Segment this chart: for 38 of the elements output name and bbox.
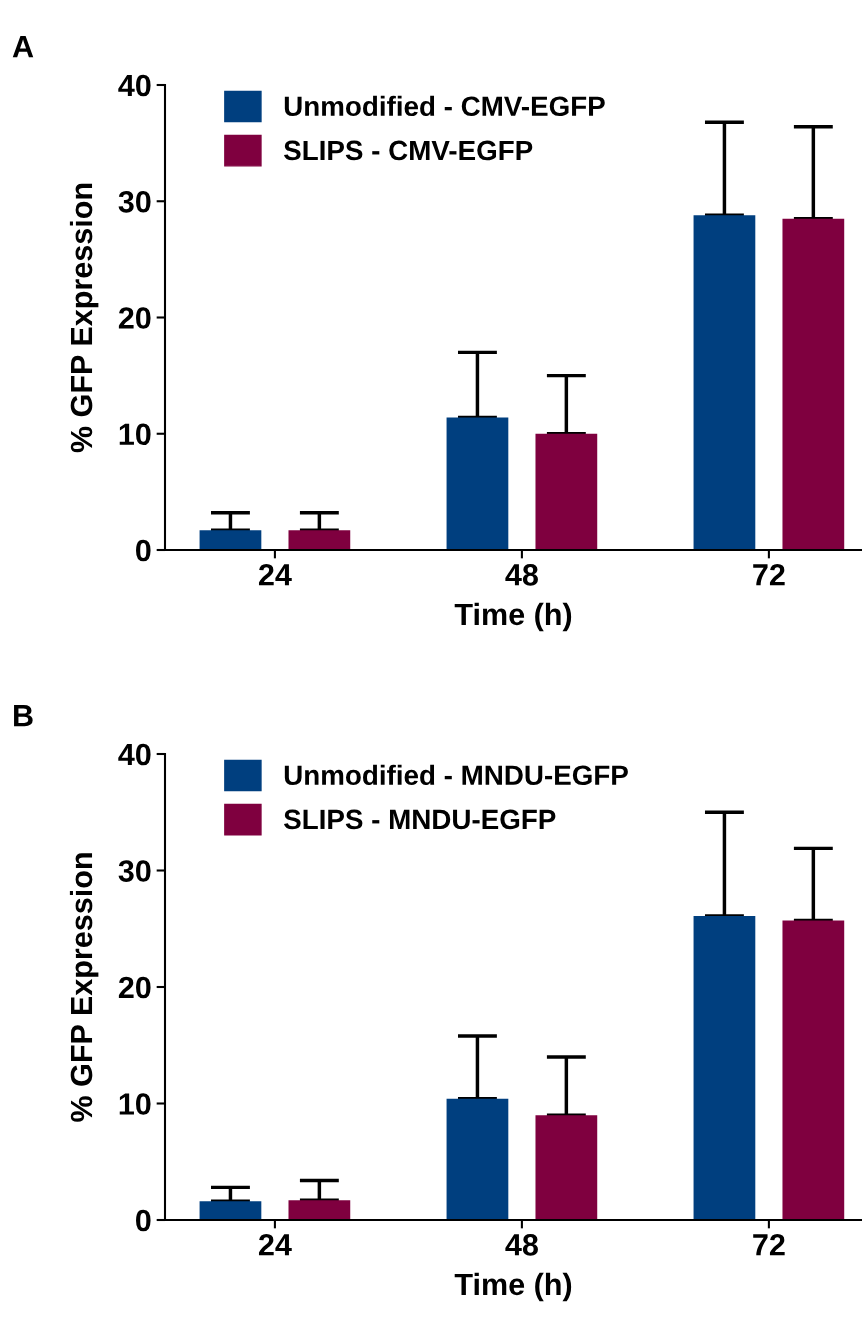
legend-label: Unmodified - MNDU-EGFP (284, 764, 628, 786)
y-tick-label: 0 (136, 539, 151, 562)
bar (535, 1115, 598, 1220)
bar (693, 915, 756, 1220)
bar (782, 920, 845, 1220)
legend-label: SLIPS - CMV-EGFP (283, 140, 533, 161)
chart-title: A (12, 36, 34, 58)
y-axis-title: % GFP Expression (69, 183, 99, 453)
y-tick-label: 30 (118, 190, 151, 213)
bar (535, 433, 598, 550)
bar (446, 417, 509, 550)
bar (199, 1201, 262, 1220)
bar (782, 218, 845, 550)
legend-label: Unmodified - CMV-EGFP (284, 95, 605, 117)
y-tick-label: 20 (118, 307, 151, 329)
y-tick-label: 20 (118, 976, 151, 999)
y-tick-label: 0 (136, 1209, 151, 1232)
x-tick-label: 24 (258, 1234, 292, 1256)
x-tick-label: 24 (258, 564, 292, 586)
bar (199, 530, 262, 550)
y-tick-label: 10 (119, 1093, 151, 1115)
bar (446, 1098, 509, 1220)
bar (288, 1200, 351, 1220)
bar (288, 530, 351, 550)
x-axis-title: Time (h) (454, 602, 572, 632)
chart-title: B (14, 705, 33, 727)
y-tick-label: 40 (118, 743, 151, 766)
y-tick-label: 30 (118, 860, 151, 882)
x-tick-label: 72 (753, 564, 785, 586)
x-tick-label: 48 (505, 564, 538, 586)
y-axis-title: % GFP Expression (69, 853, 99, 1122)
x-axis-title: Time (h) (454, 1272, 572, 1302)
y-tick-label: 40 (118, 74, 151, 97)
x-tick-label: 72 (753, 1234, 785, 1256)
y-tick-label: 10 (119, 423, 151, 446)
legend-label: SLIPS - MNDU-EGFP (283, 809, 556, 830)
bar (693, 215, 756, 550)
x-tick-label: 48 (505, 1234, 538, 1256)
